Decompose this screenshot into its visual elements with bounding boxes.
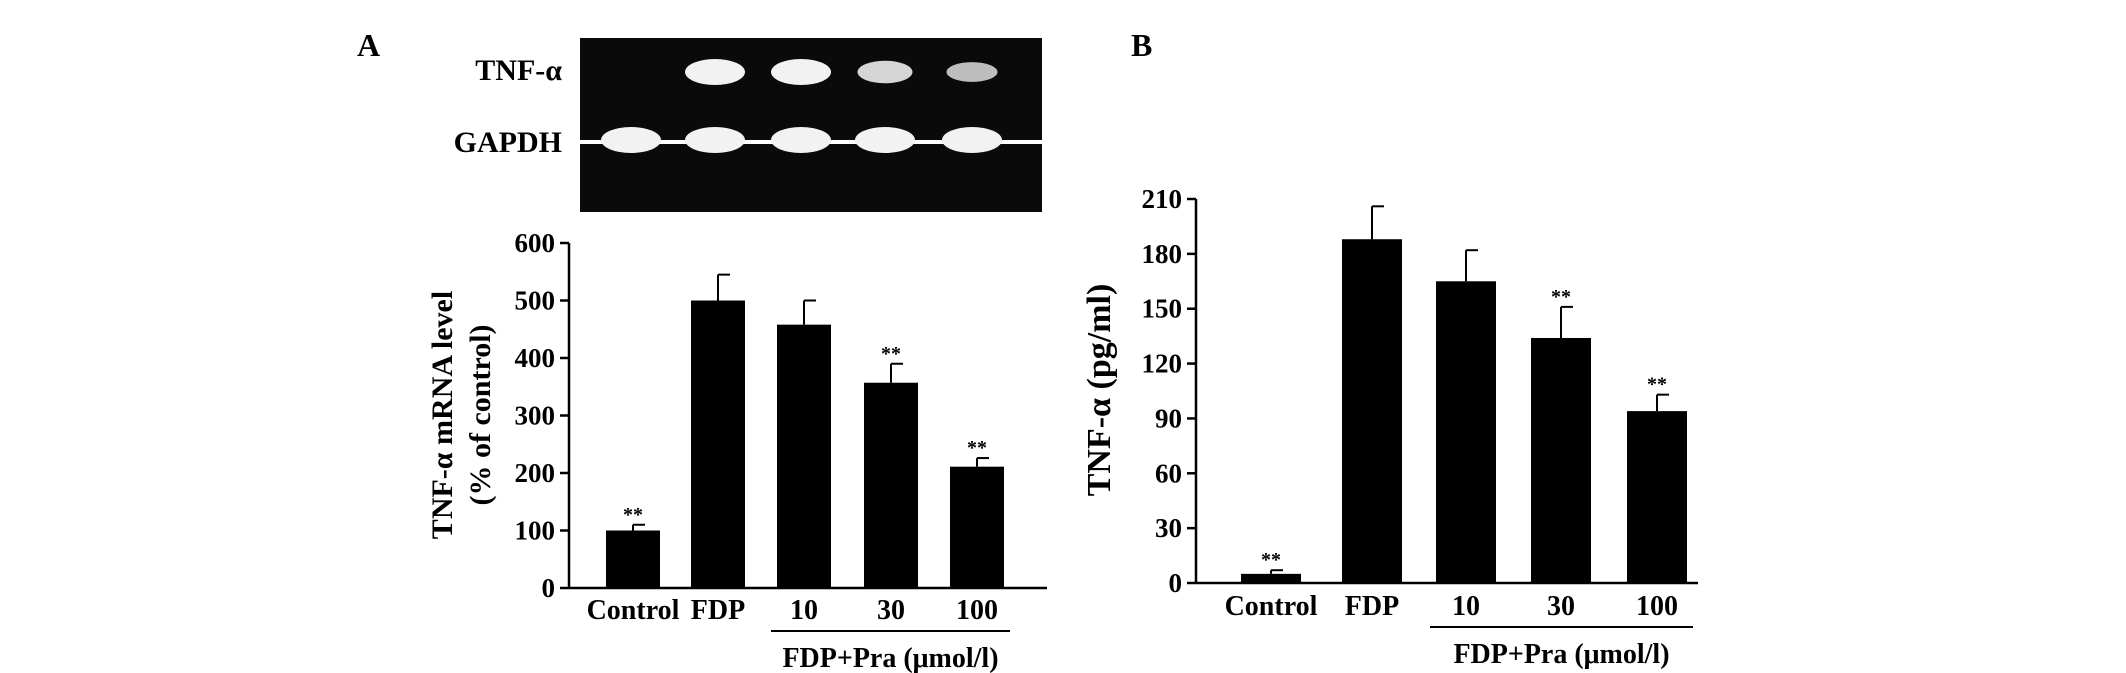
bar (691, 300, 745, 588)
y-axis-label: TNF-α mRNA level (426, 291, 459, 539)
chart-a: 0 100 200 300 400 500 600 ** Control FDP 10 ** 30 ** 1… (426, 228, 1047, 673)
category-label: 100 (1636, 591, 1678, 622)
bar (950, 466, 1004, 588)
category-label: 10 (790, 595, 818, 626)
y-tick-label: 100 (515, 516, 556, 546)
category-label: 100 (956, 595, 998, 626)
y-tick-label: 600 (515, 228, 556, 258)
group-label: FDP+Pra (μmol/l) (1453, 639, 1669, 670)
chart-b: 0 30 60 90 120 150 180 210 ** Control FDP 10 ** 30 ** 1… (1081, 184, 1698, 670)
significance-marker: ** (1647, 374, 1667, 396)
category-label: 10 (1452, 591, 1480, 622)
bar (1241, 573, 1301, 583)
category-label: Control (1225, 591, 1318, 622)
y-tick-label: 500 (515, 286, 556, 316)
significance-marker: ** (623, 504, 643, 526)
category-label: 30 (877, 595, 905, 626)
bar (1627, 411, 1687, 583)
gel-row-label: GAPDH (454, 126, 562, 159)
category-label: FDP (1345, 591, 1399, 622)
gel-band (855, 127, 915, 153)
category-label: 30 (1547, 591, 1575, 622)
panel-a-label: A (357, 27, 380, 63)
gel-band (771, 59, 831, 85)
gel-band (601, 127, 661, 153)
y-tick-label: 90 (1155, 403, 1182, 433)
y-tick-label: 120 (1142, 349, 1183, 379)
gel-row-label: TNF-α (475, 54, 562, 87)
gel-band (771, 127, 831, 153)
gel-band (942, 127, 1002, 153)
gel-band (685, 127, 745, 153)
group-label: FDP+Pra (μmol/l) (782, 643, 998, 673)
category-label: Control (587, 595, 680, 626)
significance-marker: ** (1261, 549, 1281, 571)
bar (1436, 281, 1496, 583)
bar (606, 530, 660, 588)
significance-marker: ** (1551, 286, 1571, 308)
gel-strip (580, 144, 1042, 212)
y-axis-label: (% of control) (464, 324, 497, 505)
bar (1342, 239, 1402, 583)
significance-marker: ** (881, 343, 901, 365)
gel-image: TNF-α GAPDH (454, 38, 1042, 212)
y-axis-label: TNF-α (pg/ml) (1081, 284, 1118, 497)
bar (777, 324, 831, 588)
y-tick-label: 200 (515, 458, 556, 488)
y-tick-label: 30 (1155, 513, 1182, 543)
gel-band (685, 59, 745, 85)
gel-strip (580, 38, 1042, 140)
category-label: FDP (691, 595, 745, 626)
y-tick-label: 300 (515, 401, 556, 431)
gel-band (946, 62, 998, 82)
significance-marker: ** (967, 437, 987, 459)
bar (864, 382, 918, 588)
y-tick-label: 210 (1142, 184, 1183, 214)
y-tick-label: 0 (1169, 568, 1183, 598)
y-tick-label: 400 (515, 343, 556, 373)
gel-band (857, 60, 913, 84)
y-tick-label: 150 (1142, 294, 1183, 324)
y-tick-label: 0 (542, 573, 556, 603)
y-tick-label: 180 (1142, 239, 1183, 269)
y-tick-label: 60 (1155, 458, 1182, 488)
panel-b-label: B (1131, 27, 1152, 63)
bar (1531, 337, 1591, 583)
